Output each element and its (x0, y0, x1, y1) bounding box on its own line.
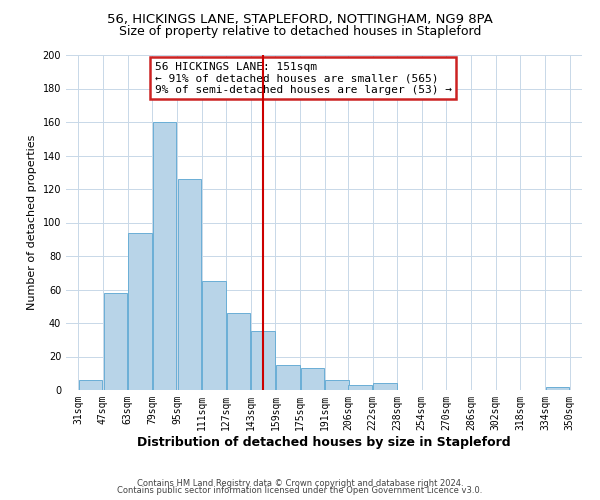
Y-axis label: Number of detached properties: Number of detached properties (27, 135, 37, 310)
Bar (251, 332, 275, 390)
Text: 56 HICKINGS LANE: 151sqm
← 91% of detached houses are smaller (565)
9% of semi-d: 56 HICKINGS LANE: 151sqm ← 91% of detach… (155, 62, 452, 95)
Text: 56, HICKINGS LANE, STAPLEFORD, NOTTINGHAM, NG9 8PA: 56, HICKINGS LANE, STAPLEFORD, NOTTINGHA… (107, 12, 493, 26)
Text: Size of property relative to detached houses in Stapleford: Size of property relative to detached ho… (119, 25, 481, 38)
Bar (153, 122, 176, 390)
Bar (545, 386, 569, 390)
Bar (128, 232, 152, 390)
X-axis label: Distribution of detached houses by size in Stapleford: Distribution of detached houses by size … (137, 436, 511, 448)
Bar (325, 380, 349, 390)
Bar (178, 179, 201, 390)
Bar (104, 293, 127, 390)
Bar (79, 380, 103, 390)
Bar (373, 384, 397, 390)
Bar (227, 313, 250, 390)
Bar (202, 281, 226, 390)
Bar (349, 385, 372, 390)
Bar (301, 368, 324, 390)
Text: Contains public sector information licensed under the Open Government Licence v3: Contains public sector information licen… (118, 486, 482, 495)
Bar (276, 365, 299, 390)
Text: Contains HM Land Registry data © Crown copyright and database right 2024.: Contains HM Land Registry data © Crown c… (137, 478, 463, 488)
